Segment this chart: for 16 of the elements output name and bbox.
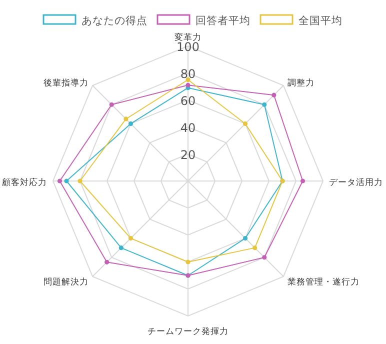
spoke-label: 変革力 — [174, 32, 202, 43]
legend-label: 全国平均 — [298, 15, 342, 27]
spoke-label: チームワーク発揮力 — [148, 326, 228, 337]
spoke-label: データ活用力 — [329, 177, 383, 188]
y-tick-label: 100 — [176, 40, 200, 54]
spoke-label: 問題解決力 — [43, 276, 88, 288]
y-tick-label: 60 — [180, 94, 196, 108]
y-tick-label: 20 — [180, 148, 196, 162]
spoke-label: 業務管理・遂行力 — [288, 276, 360, 288]
spoke-label: 後輩指導力 — [43, 77, 88, 88]
spoke-label: 顧客対応力 — [2, 177, 47, 188]
y-tick-label: 80 — [180, 67, 196, 81]
y-tick-label: 40 — [180, 121, 196, 135]
legend-label: 回答者平均 — [196, 14, 250, 27]
legend-label: あなたの得点 — [82, 14, 148, 27]
spoke-label: 調整力 — [288, 77, 315, 88]
